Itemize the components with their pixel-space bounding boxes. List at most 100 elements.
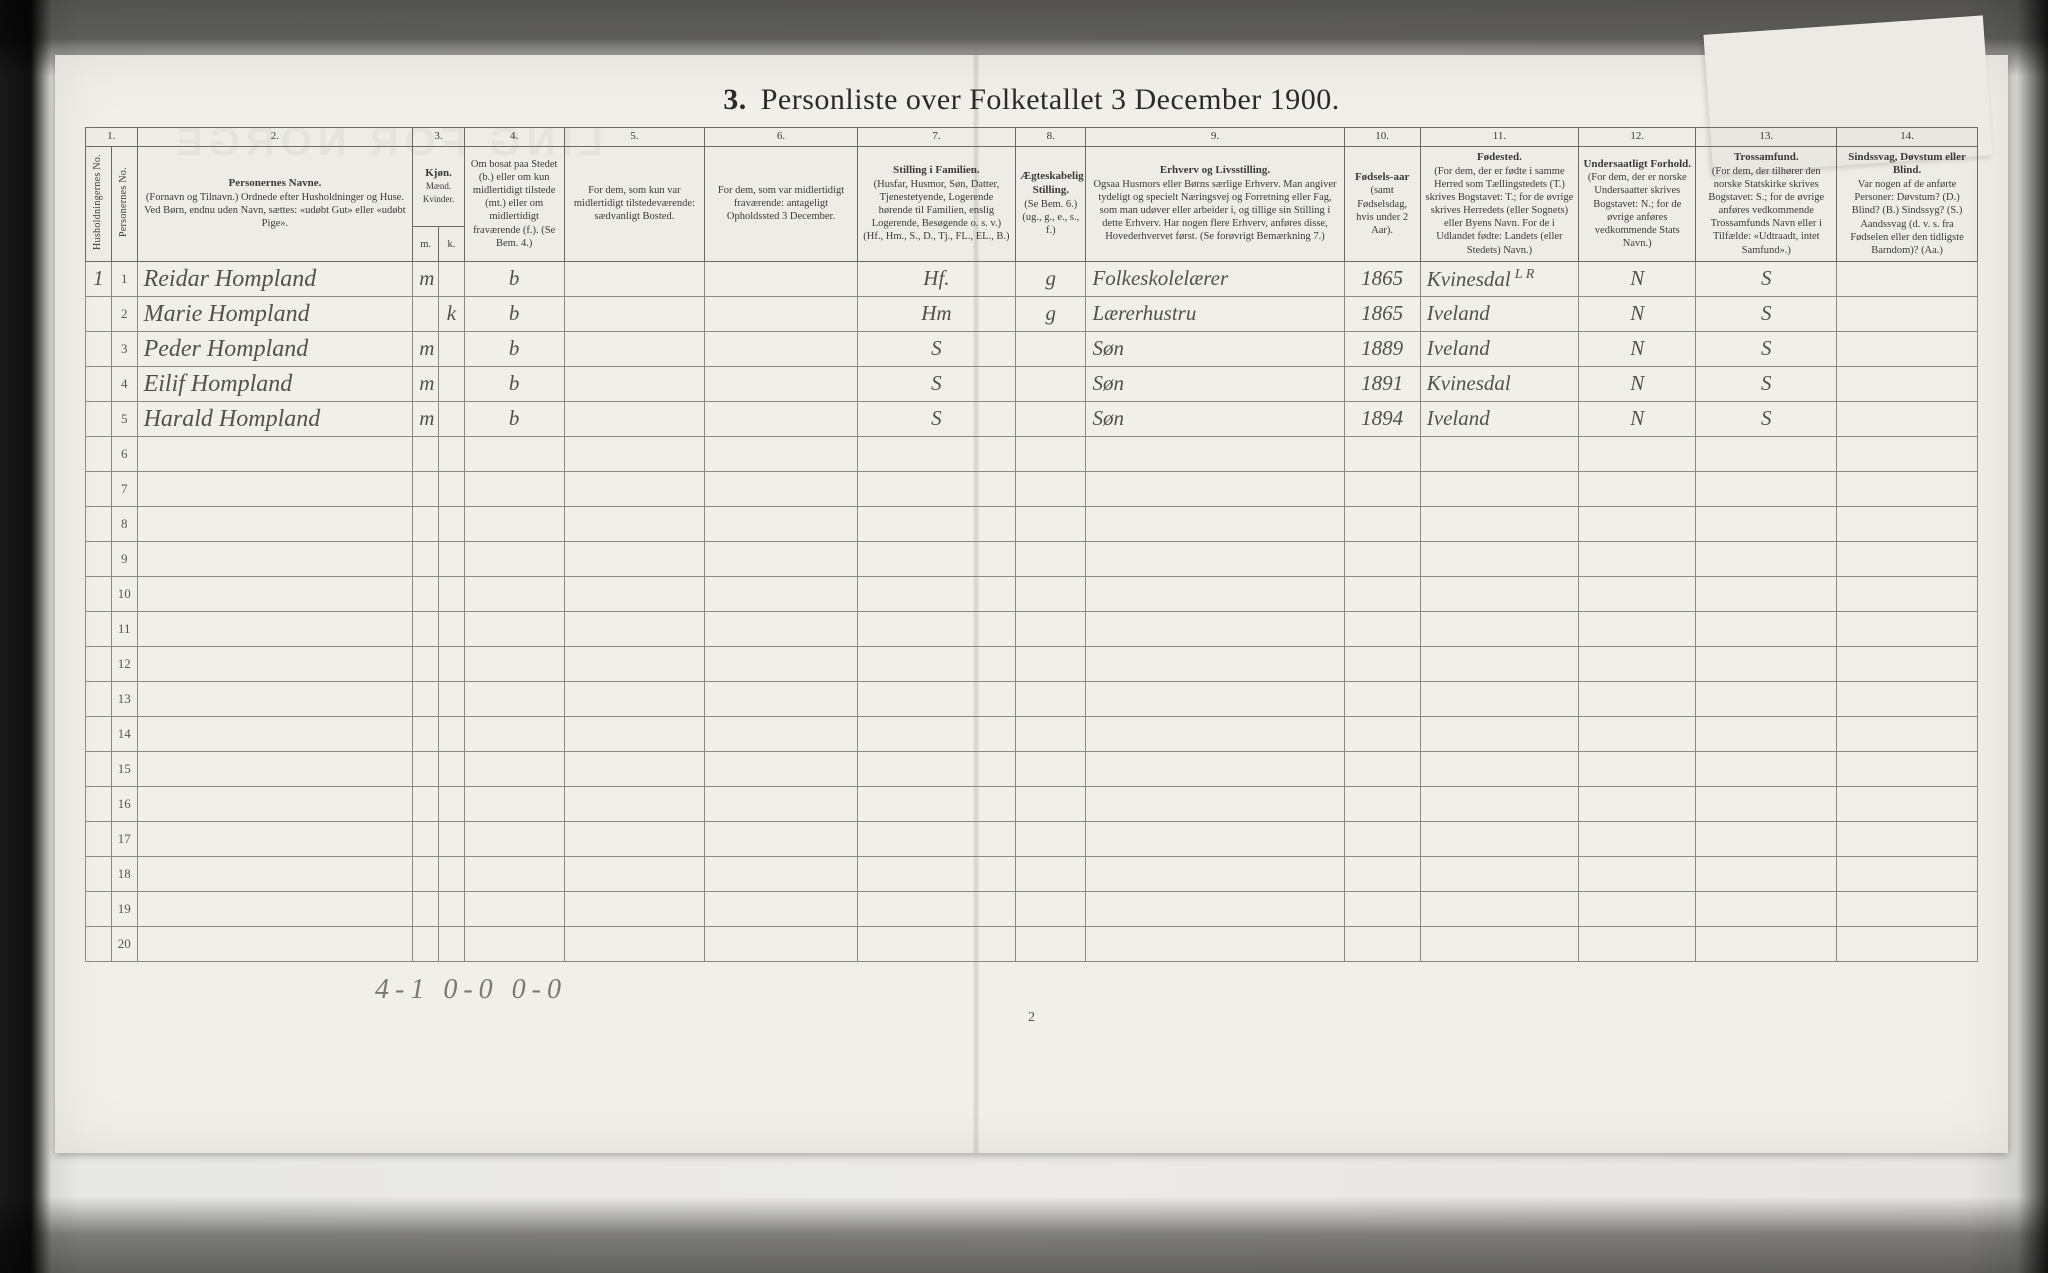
cell-blank — [1420, 891, 1578, 926]
cell-blank — [1837, 926, 1978, 961]
cell-name: Marie Hompland — [137, 296, 413, 331]
table-row: 19 — [86, 891, 1978, 926]
cell-blank — [413, 856, 439, 891]
cell-blank — [1016, 611, 1086, 646]
cell-blank — [137, 751, 413, 786]
cell-blank — [857, 716, 1015, 751]
table-row: 12 — [86, 646, 1978, 681]
cell-residence: b — [464, 331, 564, 366]
table-row: 7 — [86, 471, 1978, 506]
cell-temp-absent — [705, 366, 857, 401]
cell-household-no — [86, 576, 112, 611]
cell-blank — [1016, 751, 1086, 786]
cell-blank — [1579, 821, 1696, 856]
colnum-10: 10. — [1344, 128, 1420, 147]
cell-blank — [1016, 646, 1086, 681]
cell-blank — [857, 576, 1015, 611]
cell-blank — [1420, 646, 1578, 681]
cell-blank — [439, 856, 465, 891]
cell-household-no — [86, 471, 112, 506]
cell-blank — [564, 856, 705, 891]
cell-blank — [1837, 891, 1978, 926]
cell-religion: S — [1696, 331, 1837, 366]
cell-blank — [1579, 646, 1696, 681]
cell-blank — [705, 576, 857, 611]
cell-blank — [1016, 856, 1086, 891]
cell-marital — [1016, 401, 1086, 436]
cell-blank — [1579, 716, 1696, 751]
cell-blank — [564, 646, 705, 681]
header-names: Personernes Navne.(Fornavn og Tilnavn.) … — [137, 146, 413, 261]
cell-residence: b — [464, 401, 564, 436]
cell-blank — [439, 891, 465, 926]
cell-blank — [1086, 751, 1344, 786]
cell-household-no — [86, 331, 112, 366]
cell-infirmity — [1837, 366, 1978, 401]
cell-household-no — [86, 436, 112, 471]
cell-person-no: 16 — [111, 786, 137, 821]
cell-name: Peder Hompland — [137, 331, 413, 366]
colnum-4: 4. — [464, 128, 564, 147]
cell-blank — [857, 471, 1015, 506]
cell-blank — [1420, 926, 1578, 961]
cell-blank — [137, 821, 413, 856]
cell-person-no: 14 — [111, 716, 137, 751]
cell-blank — [1420, 541, 1578, 576]
cell-blank — [1420, 471, 1578, 506]
cell-person-no: 2 — [111, 296, 137, 331]
cell-person-no: 15 — [111, 751, 137, 786]
cell-birth-year: 1865 — [1344, 296, 1420, 331]
cell-household-no — [86, 856, 112, 891]
cell-blank — [464, 891, 564, 926]
cell-blank — [705, 821, 857, 856]
cell-person-no: 13 — [111, 681, 137, 716]
cell-nationality: N — [1579, 366, 1696, 401]
cell-residence: b — [464, 261, 564, 296]
cell-blank — [564, 471, 705, 506]
cell-blank — [1696, 926, 1837, 961]
cell-name: Eilif Hompland — [137, 366, 413, 401]
cell-blank — [705, 506, 857, 541]
cell-blank — [439, 681, 465, 716]
cell-household-no: 1 — [86, 261, 112, 296]
census-table: 1. 2. 3. 4. 5. 6. 7. 8. 9. 10. 11. 12. 1… — [85, 127, 1978, 962]
cell-blank — [464, 646, 564, 681]
table-row: 15 — [86, 751, 1978, 786]
cell-blank — [564, 541, 705, 576]
cell-blank — [705, 611, 857, 646]
cell-residence: b — [464, 296, 564, 331]
cell-blank — [564, 821, 705, 856]
cell-blank — [137, 926, 413, 961]
cell-blank — [857, 541, 1015, 576]
cell-blank — [137, 716, 413, 751]
cell-blank — [857, 646, 1015, 681]
cell-blank — [1579, 541, 1696, 576]
cell-blank — [1344, 436, 1420, 471]
cell-infirmity — [1837, 296, 1978, 331]
cell-blank — [1344, 646, 1420, 681]
cell-blank — [439, 646, 465, 681]
cell-blank — [1016, 471, 1086, 506]
cell-blank — [137, 611, 413, 646]
cell-blank — [464, 506, 564, 541]
cell-blank — [1696, 751, 1837, 786]
cell-occupation: Folkeskolelærer — [1086, 261, 1344, 296]
cell-birth-year: 1889 — [1344, 331, 1420, 366]
title-text: Personliste over Folketallet 3 December … — [761, 83, 1340, 116]
header-religion: Trossamfund.(For dem, der tilhører den n… — [1696, 146, 1837, 261]
cell-blank — [439, 786, 465, 821]
cell-blank — [1344, 541, 1420, 576]
cell-blank — [705, 646, 857, 681]
cell-blank — [1086, 716, 1344, 751]
cell-family-position: S — [857, 401, 1015, 436]
cell-blank — [1696, 821, 1837, 856]
cell-family-position: Hm — [857, 296, 1015, 331]
cell-person-no: 9 — [111, 541, 137, 576]
cell-blank — [1344, 786, 1420, 821]
cell-blank — [1696, 436, 1837, 471]
cell-blank — [1837, 716, 1978, 751]
colnum-3: 3. — [413, 128, 465, 147]
cell-male — [413, 296, 439, 331]
cell-family-position: S — [857, 331, 1015, 366]
cell-blank — [564, 506, 705, 541]
